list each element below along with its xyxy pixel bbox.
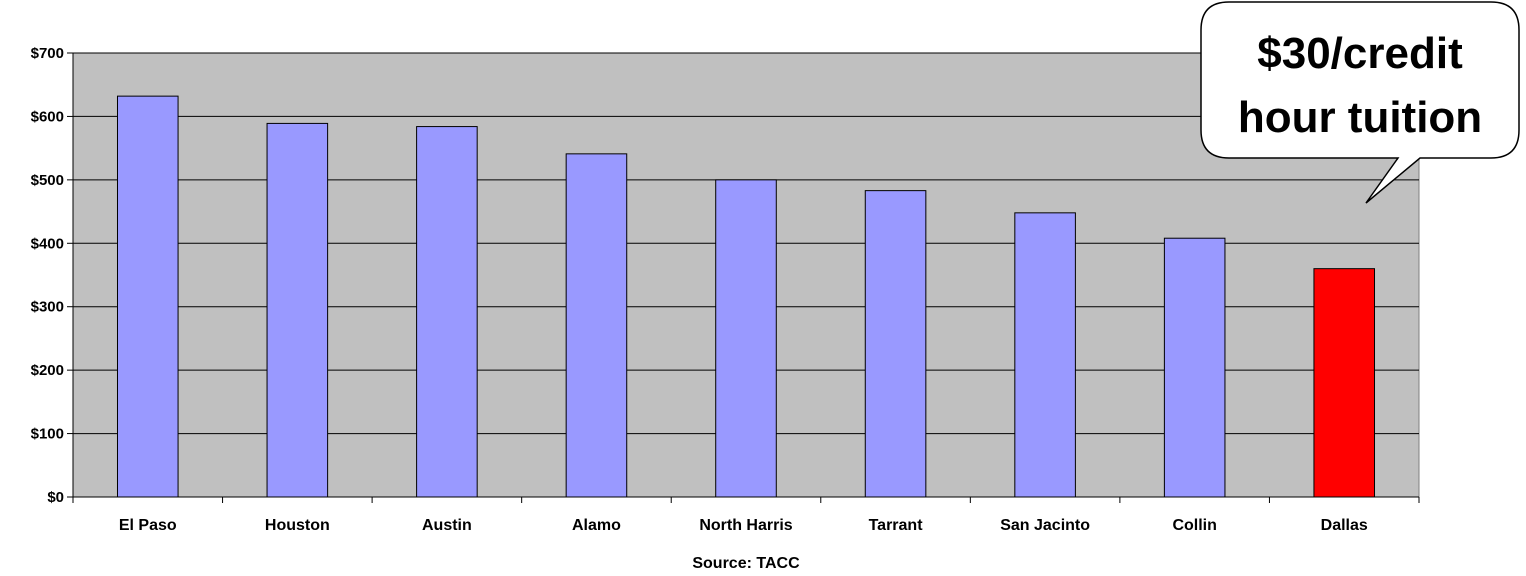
bar-san-jacinto <box>1014 212 1076 498</box>
callout-bubble <box>1200 1 1520 204</box>
callout-line-2: hour tuition <box>1238 93 1482 142</box>
bars <box>116 95 1376 498</box>
x-tick-label: Collin <box>1172 517 1216 534</box>
x-tick-label: Dallas <box>1321 517 1368 534</box>
x-axis-label: Source: TACC <box>692 555 800 572</box>
callout-line-1: $30/credit <box>1257 29 1463 78</box>
y-tick-label: $700 <box>31 45 64 62</box>
x-tick-label: San Jacinto <box>1000 517 1090 534</box>
x-tick-labels: El Paso Houston Austin Alamo North Harris Tar… <box>119 517 1368 534</box>
bar-tarrant <box>864 190 927 498</box>
y-tick-label: $100 <box>31 426 64 443</box>
callout-annotation: $30/credit hour tuition <box>1200 1 1520 204</box>
bar-collin <box>1163 237 1226 498</box>
bar-houston <box>266 122 329 498</box>
bar-north-harris <box>715 179 777 498</box>
x-tick-label: Houston <box>265 517 330 534</box>
bar-austin <box>416 126 478 498</box>
x-tick-label: Austin <box>422 517 472 534</box>
y-tick-labels: $0 $100 $200 $300 $400 $500 $600 $700 <box>31 45 64 506</box>
y-tick-label: $600 <box>31 108 64 125</box>
y-tick-label: $200 <box>31 362 64 379</box>
x-tick-label: El Paso <box>119 517 177 534</box>
bar-dallas <box>1313 268 1376 498</box>
y-tick-label: $400 <box>31 235 64 252</box>
axes <box>67 52 1420 503</box>
x-tick-label: Alamo <box>572 517 621 534</box>
y-tick-label: $0 <box>47 489 64 506</box>
y-tick-label: $300 <box>31 299 64 316</box>
bar-alamo <box>565 153 628 498</box>
x-tick-label: North Harris <box>699 517 792 534</box>
y-tick-label: $500 <box>31 172 64 189</box>
bar-el-paso <box>116 95 179 498</box>
x-tick-label: Tarrant <box>869 517 924 534</box>
